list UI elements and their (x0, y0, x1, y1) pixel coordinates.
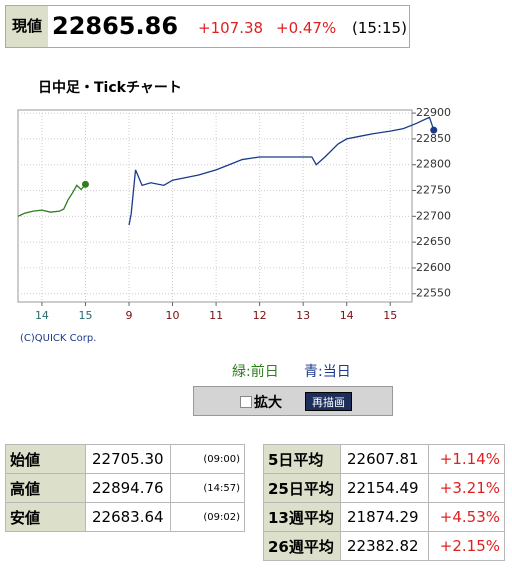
redraw-button[interactable]: 再描画 (305, 392, 352, 411)
y-tick-label: 22700 (416, 209, 451, 222)
time: (15:15) (352, 19, 407, 37)
legend-prev: 緑:前日 (232, 364, 279, 380)
control-bar: 拡大 再描画 (193, 386, 393, 416)
average-percent: +4.53% (428, 502, 505, 532)
chart: 22550 22600 22650 22700 22750 22800 22850 22900… (17, 106, 451, 320)
stat-label: 安値 (5, 502, 86, 532)
quote-label: 現値 (6, 6, 48, 47)
zoom-label: 拡大 (254, 395, 282, 411)
stat-time: (09:02) (170, 502, 245, 532)
stat-label: 高値 (5, 473, 86, 503)
quote-box: 現値 22865.86 +107.38 +0.47% (15:15) (5, 5, 410, 48)
stat-value: 22894.76 (85, 473, 171, 503)
x-tick-label: 10 (166, 309, 180, 320)
change: +107.38 (198, 19, 264, 37)
y-tick-label: 22600 (416, 261, 451, 274)
x-tick-label: 13 (296, 309, 310, 320)
copyright: (C)QUICK Corp. (20, 333, 97, 344)
y-tick-label: 22750 (416, 184, 451, 197)
end-point (430, 126, 438, 134)
series-line (17, 183, 86, 217)
x-tick-label: 15 (383, 309, 397, 320)
average-value: 22154.49 (340, 473, 429, 503)
average-label: 26週平均 (263, 531, 341, 561)
average-value: 22382.82 (340, 531, 429, 561)
average-value: 22607.81 (340, 444, 429, 474)
x-tick-label: 11 (209, 309, 223, 320)
x-tick-label: 14 (35, 309, 49, 320)
legend-today: 青:当日 (304, 364, 351, 380)
average-percent: +3.21% (428, 473, 505, 503)
chart-title: 日中足・Tickチャート (38, 80, 182, 96)
y-tick-label: 22850 (416, 132, 451, 145)
y-tick-label: 22900 (416, 106, 451, 119)
y-tick-label: 22650 (416, 235, 451, 248)
average-label: 25日平均 (263, 473, 341, 503)
x-tick-label: 12 (253, 309, 267, 320)
average-value: 21874.29 (340, 502, 429, 532)
average-percent: +2.15% (428, 531, 505, 561)
stat-time: (09:00) (170, 444, 245, 474)
stat-value: 22705.30 (85, 444, 171, 474)
end-point (81, 180, 89, 188)
series-line (128, 116, 435, 226)
x-tick-label: 15 (78, 309, 92, 320)
y-tick-label: 22550 (416, 287, 451, 300)
stat-time: (14:57) (170, 473, 245, 503)
average-label: 5日平均 (263, 444, 341, 474)
y-tick-label: 22800 (416, 158, 451, 171)
average-percent: +1.14% (428, 444, 505, 474)
zoom-checkbox[interactable] (240, 396, 252, 408)
change-percent: +0.47% (276, 19, 337, 37)
stat-value: 22683.64 (85, 502, 171, 532)
x-tick-label: 14 (340, 309, 354, 320)
stat-label: 始値 (5, 444, 86, 474)
average-label: 13週平均 (263, 502, 341, 532)
price: 22865.86 (52, 12, 179, 40)
plot-area (17, 109, 413, 303)
x-tick-label: 9 (126, 309, 133, 320)
